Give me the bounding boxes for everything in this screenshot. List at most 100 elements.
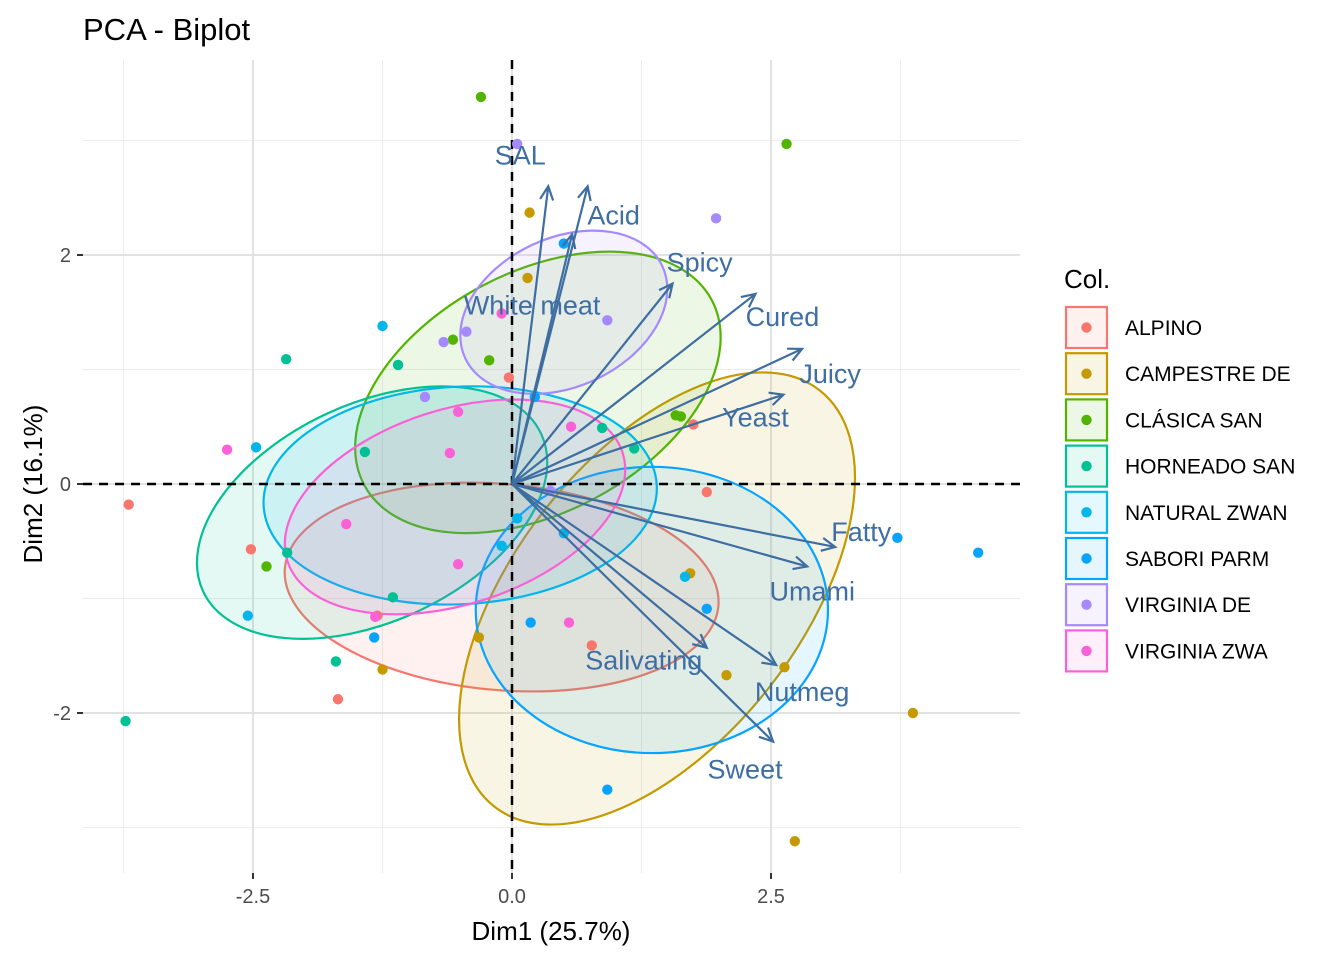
data-point — [629, 443, 640, 454]
y-tick-label: 0 — [60, 474, 71, 496]
arrow-head — [761, 651, 779, 667]
data-point — [332, 694, 344, 705]
variable-label: Sweet — [708, 755, 784, 785]
legend: Col. ALPINO CAMPESTRE DE CLÁSICA SAN HORNEA… — [1064, 264, 1295, 673]
legend-label: NATURAL ZWAN — [1125, 502, 1288, 525]
data-point — [330, 656, 342, 667]
y-tick-label: 2 — [60, 245, 71, 267]
data-point — [602, 315, 613, 326]
variable-label: Fatty — [831, 517, 892, 547]
variable-label: White meat — [464, 290, 601, 320]
x-tick-label: 0.0 — [498, 886, 526, 908]
legend-label: HORNEADO SAN — [1125, 456, 1295, 479]
legend-key-dot — [1081, 322, 1092, 333]
variable-label: Salivating — [585, 646, 702, 676]
legend-item: CLÁSICA SAN — [1064, 398, 1263, 442]
variable-label: SAL — [495, 140, 546, 170]
data-point — [369, 632, 380, 643]
data-point — [419, 391, 431, 403]
data-point — [522, 272, 533, 284]
data-point — [565, 421, 577, 432]
data-point — [721, 670, 732, 681]
data-point — [461, 326, 472, 337]
data-point — [242, 610, 254, 621]
reference-lines — [83, 60, 1020, 873]
data-point — [377, 664, 388, 675]
legend-label: CAMPESTRE DE — [1125, 363, 1291, 386]
variable-arrow — [510, 186, 550, 485]
arrow-head — [787, 347, 805, 362]
data-point — [779, 662, 790, 673]
variable-label: Yeast — [722, 403, 789, 433]
data-point — [280, 353, 292, 365]
arrow-head — [561, 231, 577, 250]
arrow-head — [539, 183, 555, 201]
data-point — [511, 138, 523, 150]
data-point — [973, 547, 984, 558]
data-point — [377, 320, 388, 332]
variable-arrow — [511, 482, 808, 568]
y-axis-title: Dim2 (16.1%) — [18, 405, 48, 564]
data-point — [511, 513, 523, 524]
legend-item: HORNEADO SAN — [1064, 444, 1295, 488]
legend-item: VIRGINIA DE — [1064, 583, 1251, 627]
legend-key-dot — [1081, 507, 1092, 518]
data-point — [563, 617, 575, 628]
variable-arrow — [510, 234, 574, 485]
data-point — [281, 547, 293, 558]
chart-title: PCA - Biplot — [83, 12, 251, 47]
data-point — [781, 138, 792, 150]
data-point — [475, 91, 487, 103]
arrow-head — [577, 183, 592, 202]
data-point — [452, 406, 464, 418]
y-tick-label: -2 — [53, 703, 71, 725]
variable-label: Spicy — [667, 248, 734, 278]
data-point — [496, 540, 507, 552]
confidence-ellipse — [283, 398, 627, 616]
legend-title: Col. — [1064, 264, 1110, 294]
data-point — [447, 334, 459, 345]
arrow-head — [792, 555, 810, 571]
data-point — [452, 558, 464, 570]
variable-arrow — [511, 483, 708, 649]
confidence-ellipse — [195, 385, 549, 640]
data-point — [789, 836, 801, 847]
data-point — [250, 442, 262, 453]
data-point — [586, 640, 597, 651]
data-point — [387, 592, 399, 603]
legend-item: VIRGINIA ZWA — [1064, 629, 1268, 673]
variable-arrows: SAL Acid White meat Spicy Cured Juicy Yeast Fat… — [464, 140, 892, 784]
data-point — [221, 444, 233, 455]
data-point — [341, 518, 352, 530]
data-point — [892, 532, 903, 544]
data-point — [245, 544, 257, 555]
arrow-head — [658, 281, 675, 299]
variable-label: Acid — [587, 200, 640, 230]
legend-item: SABORI PARM — [1064, 536, 1269, 581]
data-point — [503, 372, 515, 383]
legend-label: CLÁSICA SAN — [1125, 409, 1263, 432]
variable-label: Cured — [746, 302, 820, 332]
legend-item: CAMPESTRE DE — [1064, 352, 1291, 396]
variable-arrow — [511, 393, 784, 486]
variable-arrow — [511, 483, 777, 666]
data-point — [370, 611, 381, 623]
arrow-head — [691, 633, 709, 650]
legend-label: VIRGINIA DE — [1125, 594, 1251, 617]
legend-label: SABORI PARM — [1125, 548, 1269, 571]
arrow-head — [768, 391, 786, 406]
data-point — [596, 422, 608, 434]
data-point — [907, 707, 919, 719]
variable-arrow — [511, 293, 757, 485]
individual-points — [120, 91, 984, 847]
legend-item: ALPINO — [1064, 305, 1202, 350]
data-point — [496, 308, 507, 319]
variable-label: Juicy — [799, 359, 861, 389]
confidence-ellipse — [283, 481, 720, 693]
legend-key-dot — [1081, 460, 1092, 472]
data-point — [675, 411, 687, 422]
data-point — [484, 355, 495, 366]
data-point — [473, 632, 485, 643]
data-point — [602, 784, 613, 795]
